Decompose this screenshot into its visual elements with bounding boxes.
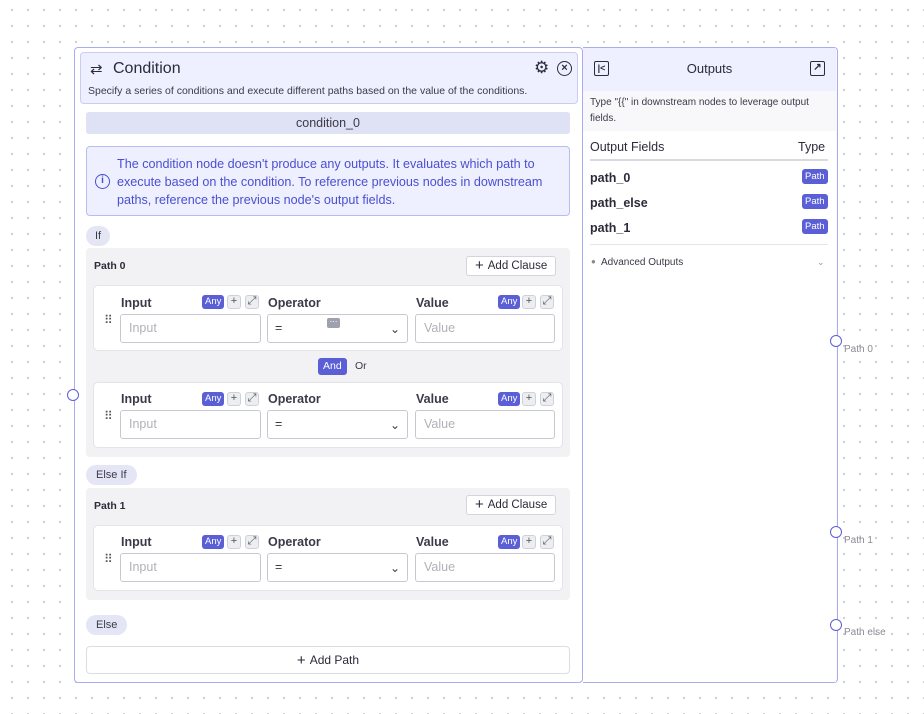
path-0-handle[interactable] — [830, 335, 842, 347]
close-icon[interactable]: × — [557, 61, 572, 76]
node-header: ⇄ Condition ⚙ × Specify a series of cond… — [80, 52, 578, 104]
output-field-name: path_else — [590, 196, 648, 210]
node-title: Condition — [113, 60, 181, 77]
expand-icon[interactable]: ⤢ — [540, 295, 554, 309]
node-description: Specify a series of conditions and execu… — [88, 85, 528, 97]
outputs-title: Outputs — [686, 61, 733, 76]
chevron-down-icon: ⌄ — [817, 257, 825, 267]
expand-icon[interactable]: ⤢ — [245, 535, 259, 549]
plus-icon[interactable]: + — [522, 295, 536, 309]
value-field[interactable]: Value — [415, 410, 555, 439]
info-text: The condition node doesn't produce any o… — [117, 157, 543, 207]
add-clause-label: Add Clause — [487, 260, 548, 272]
gear-icon[interactable]: ⚙ — [534, 58, 550, 77]
plus-icon[interactable]: + — [522, 535, 536, 549]
node-name-field[interactable]: condition_0 — [86, 112, 570, 134]
operator-label: Operator — [268, 535, 321, 549]
or-toggle[interactable]: Or — [355, 360, 367, 372]
add-path-button[interactable]: + Add Path — [86, 646, 570, 674]
path-1-handle-label: Path 1 — [844, 535, 873, 546]
output-field-name: path_0 — [590, 171, 631, 185]
chevron-down-icon: ⌄ — [389, 322, 400, 336]
more-options-icon[interactable]: ⋯ — [327, 318, 340, 328]
type-header: Type — [798, 140, 826, 154]
plus-icon[interactable]: + — [227, 535, 241, 549]
input-label: Input — [121, 392, 152, 406]
header-divider — [590, 159, 828, 161]
value-field[interactable]: Value — [415, 553, 555, 582]
operator-select[interactable]: = ⌄ — [267, 553, 408, 582]
input-field[interactable]: Input — [120, 410, 261, 439]
any-type-badge[interactable]: Any — [202, 392, 225, 406]
chevron-down-icon: ⌄ — [389, 418, 400, 432]
add-path-label: Add Path — [309, 653, 360, 667]
swap-arrows-icon: ⇄ — [90, 61, 103, 78]
advanced-outputs-label: Advanced Outputs — [601, 257, 684, 268]
operator-select[interactable]: = ⌄ — [267, 410, 408, 439]
plus-icon[interactable]: + — [227, 392, 241, 406]
add-clause-button-path-1[interactable]: + Add Clause — [466, 495, 557, 515]
else-pill: Else — [86, 615, 128, 635]
outputs-header: |< Outputs ↗ — [583, 48, 836, 91]
plus-icon: + — [475, 257, 484, 274]
path-0-handle-label: Path 0 — [844, 344, 873, 355]
expand-icon[interactable]: ⤢ — [540, 392, 554, 406]
advanced-outputs-toggle[interactable]: ● Advanced Outputs ⌄ — [591, 256, 827, 272]
path-else-handle[interactable] — [830, 619, 842, 631]
drag-handle-icon[interactable]: ⠿ — [104, 313, 113, 327]
type-badge: Path — [802, 219, 828, 234]
path-1-handle[interactable] — [830, 526, 842, 538]
operator-value: = — [275, 417, 283, 431]
expand-icon[interactable]: ⤢ — [540, 535, 554, 549]
input-label: Input — [121, 296, 152, 310]
any-type-badge[interactable]: Any — [202, 535, 225, 549]
expand-icon[interactable]: ⤢ — [245, 295, 259, 309]
and-toggle[interactable]: And — [318, 358, 347, 375]
path-else-handle-label: Path else — [844, 627, 886, 638]
add-clause-button-path-0[interactable]: + Add Clause — [466, 256, 557, 276]
expand-icon[interactable]: ⤢ — [245, 392, 259, 406]
operator-label: Operator — [268, 296, 321, 310]
external-link-icon[interactable]: ↗ — [810, 61, 825, 76]
path-1-label: Path 1 — [94, 500, 126, 512]
plus-icon[interactable]: + — [227, 295, 241, 309]
info-banner: i The condition node doesn't produce any… — [86, 146, 570, 216]
any-type-badge[interactable]: Any — [498, 535, 521, 549]
bullet-icon: ● — [591, 257, 596, 266]
value-label: Value — [416, 535, 449, 549]
output-field-name: path_1 — [590, 221, 631, 235]
any-type-badge[interactable]: Any — [498, 392, 521, 406]
chevron-down-icon: ⌄ — [389, 561, 400, 575]
drag-handle-icon[interactable]: ⠿ — [104, 552, 113, 566]
plus-icon: + — [475, 496, 484, 513]
input-field[interactable]: Input — [120, 314, 261, 343]
else-if-pill: Else If — [86, 465, 137, 485]
output-fields-header: Output Fields — [590, 140, 665, 154]
outputs-hint: Type "{{" in downstream nodes to leverag… — [590, 97, 809, 124]
input-label: Input — [121, 535, 152, 549]
operator-value: = — [275, 321, 283, 335]
any-type-badge[interactable]: Any — [202, 295, 225, 309]
path-0-label: Path 0 — [94, 260, 126, 272]
value-label: Value — [416, 296, 449, 310]
value-label: Value — [416, 392, 449, 406]
drag-handle-icon[interactable]: ⠿ — [104, 409, 113, 423]
outputs-panel: |< Outputs ↗ Type "{{" in downstream nod… — [583, 47, 838, 683]
type-badge: Path — [802, 169, 828, 184]
plus-icon[interactable]: + — [522, 392, 536, 406]
type-badge: Path — [802, 194, 828, 209]
info-icon: i — [95, 174, 110, 189]
operator-label: Operator — [268, 392, 321, 406]
add-clause-label: Add Clause — [487, 499, 548, 511]
if-pill: If — [86, 226, 111, 246]
value-field[interactable]: Value — [415, 314, 555, 343]
operator-value: = — [275, 560, 283, 574]
input-handle[interactable] — [67, 389, 79, 401]
divider — [590, 244, 828, 245]
plus-icon: + — [296, 652, 306, 669]
any-type-badge[interactable]: Any — [498, 295, 521, 309]
outputs-body: Output Fields Type path_0 Path path_else… — [583, 131, 836, 682]
collapse-panel-icon[interactable]: |< — [594, 61, 609, 76]
input-field[interactable]: Input — [120, 553, 261, 582]
